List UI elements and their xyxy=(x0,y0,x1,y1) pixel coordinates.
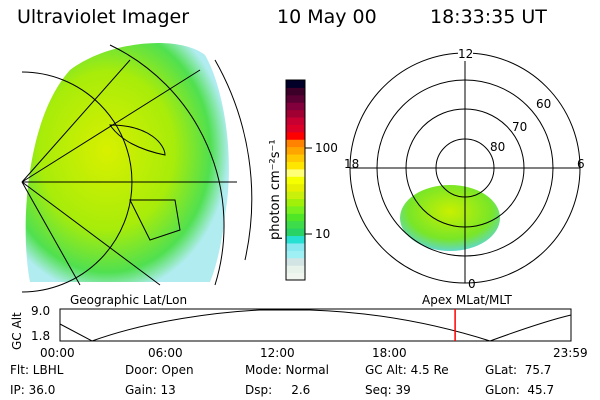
auroral-oval xyxy=(400,185,500,251)
colorbar-swatch xyxy=(286,94,305,103)
apex-label: Apex MLat/MLT xyxy=(422,293,512,307)
colorbar-swatch xyxy=(286,146,305,155)
colorbar-swatch xyxy=(286,191,305,200)
lat-label-60: 60 xyxy=(536,97,552,111)
xtick-3: 18:00 xyxy=(372,346,407,360)
colorbar-tick-100: 100 xyxy=(315,141,338,155)
info-field: Seq: 39 xyxy=(365,383,411,397)
geographic-label: Geographic Lat/Lon xyxy=(70,293,188,307)
colorbar-swatch xyxy=(286,242,305,251)
info-field: IP: 36.0 xyxy=(10,383,56,397)
colorbar-swatch xyxy=(286,168,305,177)
time-label: 18:33:35 UT xyxy=(430,6,547,28)
colorbar-swatch xyxy=(286,265,305,274)
info-field: GLat: 75.7 xyxy=(485,363,552,377)
lat-label-70: 70 xyxy=(512,120,528,134)
colorbar-tick-10: 10 xyxy=(315,227,331,241)
colorbar xyxy=(285,79,306,281)
mlt-label-18: 18 xyxy=(344,157,360,171)
mlt-label-0: 0 xyxy=(468,277,476,291)
ytick-min: 1.8 xyxy=(31,329,51,343)
info-field: GLon: 45.7 xyxy=(485,383,555,397)
colorbar-swatch xyxy=(286,220,305,229)
colorbar-swatch xyxy=(286,272,305,281)
colorbar-swatch xyxy=(286,257,305,266)
geographic-image xyxy=(21,43,253,293)
colorbar-swatch xyxy=(286,109,305,118)
colorbar-swatch xyxy=(286,205,305,214)
colorbar-swatch xyxy=(286,87,305,96)
mlt-label-12: 12 xyxy=(458,47,474,61)
polar-plot xyxy=(349,52,581,284)
xtick-1: 06:00 xyxy=(148,346,183,360)
colorbar-swatch xyxy=(286,250,305,259)
colorbar-swatch xyxy=(286,213,305,222)
colorbar-swatch xyxy=(286,117,305,125)
mlt-label-6: 6 xyxy=(577,157,585,171)
colorbar-swatch xyxy=(286,102,305,111)
instrument-title: Ultraviolet Imager xyxy=(17,6,190,28)
xtick-0: 00:00 xyxy=(40,346,75,360)
colorbar-swatch xyxy=(286,80,305,88)
info-field: Door: Open xyxy=(125,363,194,377)
ytick-max: 9.0 xyxy=(31,304,51,318)
info-field: Gain: 13 xyxy=(125,383,176,397)
colorbar-swatch xyxy=(286,139,305,148)
colorbar-swatch xyxy=(286,198,305,207)
colorbar-swatch xyxy=(286,131,305,140)
altitude-timeline xyxy=(59,308,572,342)
xtick-2: 12:00 xyxy=(260,346,295,360)
timeline-ylabel: GC Alt xyxy=(10,312,24,350)
colorbar-swatch xyxy=(286,176,305,185)
info-field: Dsp: 2.6 xyxy=(245,383,311,397)
lat-label-80: 80 xyxy=(490,140,506,154)
info-field: Mode: Normal xyxy=(245,363,329,377)
colorbar-label: photon cm⁻²s⁻¹ xyxy=(268,139,283,240)
colorbar-swatch xyxy=(286,228,305,237)
info-field: Flt: LBHL xyxy=(10,363,64,377)
colorbar-swatch xyxy=(286,124,305,133)
colorbar-swatch xyxy=(286,183,305,192)
colorbar-swatch xyxy=(286,161,305,170)
colorbar-swatch xyxy=(286,154,305,162)
info-field: GC Alt: 4.5 Re xyxy=(365,363,449,377)
xtick-4: 23:59 xyxy=(553,346,588,360)
colorbar-swatch xyxy=(286,235,305,244)
date-label: 10 May 00 xyxy=(277,6,377,28)
